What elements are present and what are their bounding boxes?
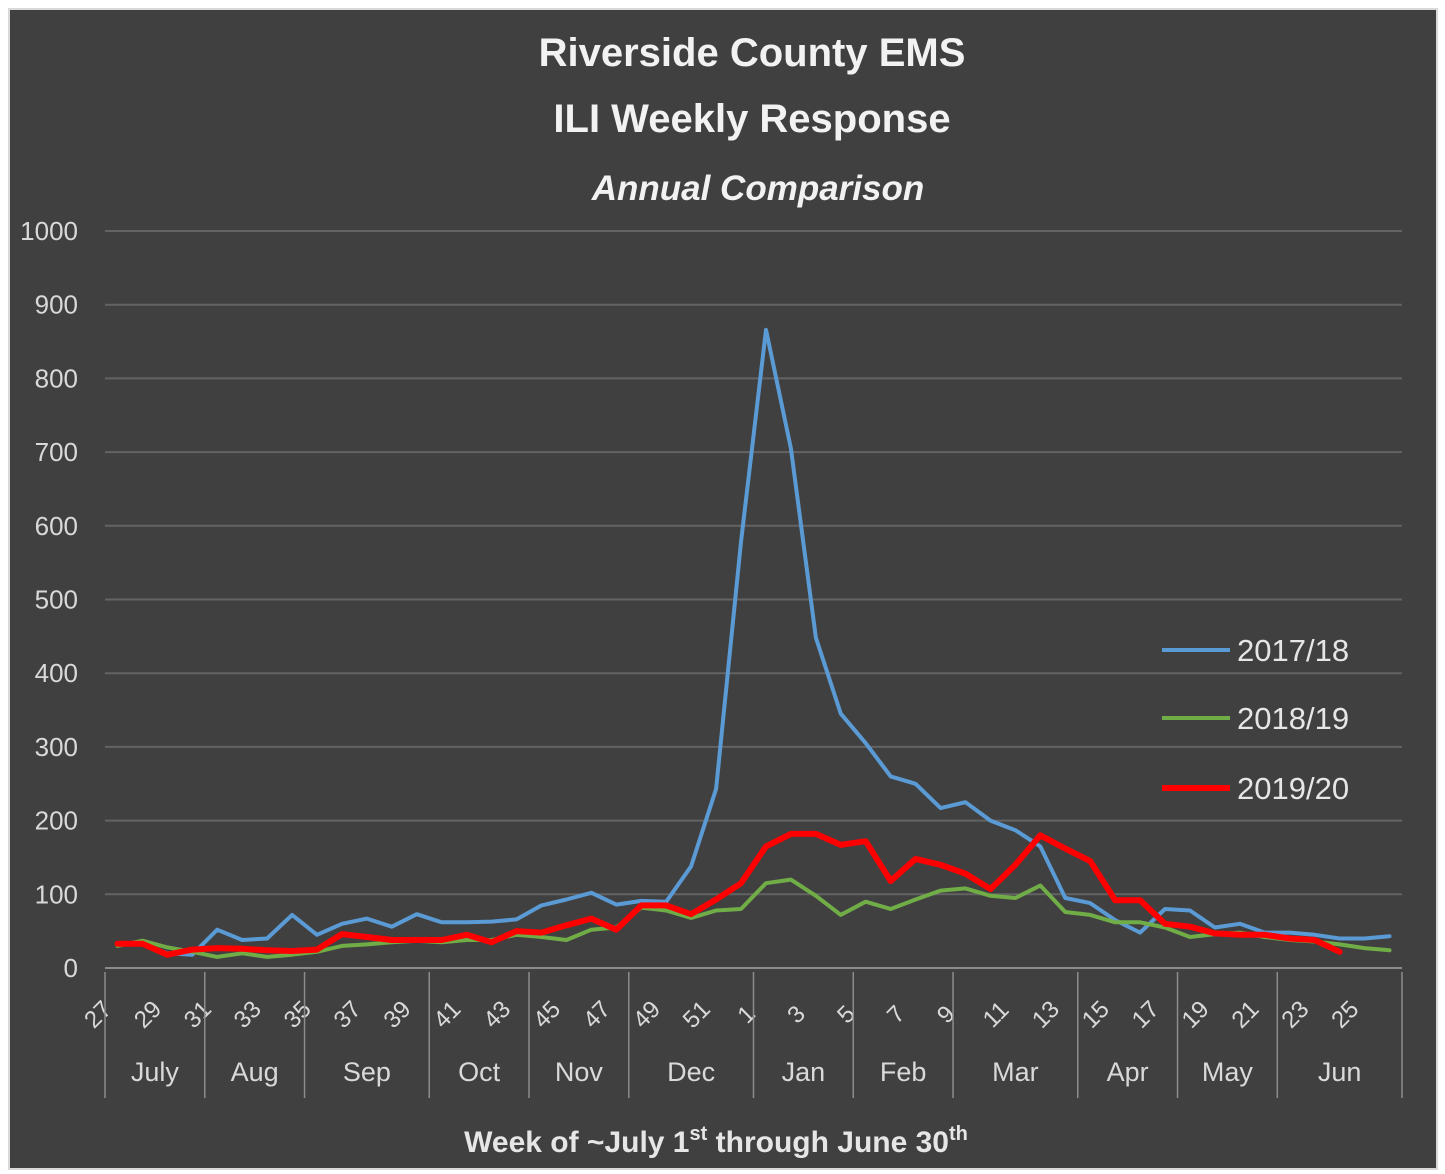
y-tick-label: 600	[35, 511, 78, 541]
chart-subtitle: Annual Comparison	[591, 169, 925, 208]
chart-title-line-1: Riverside County EMS	[539, 31, 966, 75]
y-tick-label: 100	[35, 879, 78, 909]
x-tick-label: 15	[1077, 996, 1115, 1034]
ili-line-chart: Riverside County EMS ILI Weekly Response…	[20, 31, 1403, 1159]
x-axis-label: Week of ~July 1st through June 30th	[464, 1123, 968, 1159]
x-tick-label: 47	[578, 996, 616, 1034]
x-tick-label: 23	[1276, 996, 1314, 1034]
month-label: Feb	[880, 1057, 927, 1087]
x-axis: 27 29 31 33 35 37 39 41 43 45 47 49 51 1 3 5 7 9 11 13 15 17 1…	[79, 972, 1403, 1098]
y-axis-tick-labels: 0 100 200 300 400 500 600 700 800 900 1000	[20, 216, 78, 983]
month-label: Sep	[343, 1057, 391, 1087]
x-tick-label: 5	[832, 1000, 861, 1029]
x-axis-label-part-2: through June 30	[707, 1126, 949, 1159]
x-axis-label-sup-2: th	[949, 1123, 968, 1145]
month-label: Nov	[555, 1057, 604, 1087]
legend-label: 2018/19	[1237, 701, 1349, 736]
legend: 2017/18 2018/19 2019/20	[1162, 633, 1349, 806]
month-label: May	[1202, 1057, 1254, 1087]
x-tick-label: 29	[129, 996, 167, 1034]
chart-titles: Riverside County EMS ILI Weekly Response…	[539, 31, 966, 208]
series-line-2019-20	[114, 830, 1343, 958]
x-tick-label: 11	[978, 996, 1015, 1033]
x-tick-label: 7	[882, 1000, 911, 1029]
x-tick-label: 51	[678, 996, 716, 1034]
y-tick-label: 700	[35, 437, 78, 467]
x-tick-label: 49	[628, 996, 666, 1034]
chart-title-line-2: ILI Weekly Response	[553, 97, 950, 141]
x-tick-label: 41	[428, 996, 466, 1034]
x-tick-label: 37	[329, 996, 367, 1034]
x-tick-label: 17	[1127, 996, 1165, 1034]
y-tick-label: 200	[35, 806, 78, 836]
chart-frame: Riverside County EMS ILI Weekly Response…	[8, 8, 1438, 1170]
x-tick-label: 1	[732, 1000, 761, 1029]
x-tick-label: 45	[528, 996, 566, 1034]
y-tick-label: 800	[35, 363, 78, 393]
legend-label: 2017/18	[1237, 633, 1349, 668]
series-lines	[114, 327, 1392, 959]
y-tick-label: 400	[35, 658, 78, 688]
y-tick-label: 1000	[20, 216, 78, 246]
month-label: July	[131, 1057, 180, 1087]
month-label: Oct	[458, 1057, 501, 1087]
month-label: Aug	[231, 1057, 279, 1087]
x-axis-label-part-1: Week of ~July 1	[464, 1126, 689, 1159]
x-tick-label: 27	[79, 996, 117, 1034]
y-tick-label: 900	[35, 290, 78, 320]
x-tick-label: 39	[378, 996, 416, 1034]
y-tick-label: 0	[64, 953, 78, 983]
gridlines	[105, 230, 1402, 969]
month-label: Dec	[667, 1057, 715, 1087]
month-label: Jan	[782, 1057, 826, 1087]
legend-label: 2019/20	[1237, 771, 1349, 806]
month-label: Apr	[1107, 1057, 1149, 1087]
x-tick-label: 43	[478, 996, 516, 1034]
series-line-2018-19	[115, 877, 1392, 959]
x-tick-label: 9	[932, 1000, 961, 1029]
x-tick-label: 3	[782, 1000, 811, 1029]
x-tick-label: 33	[229, 996, 267, 1034]
x-tick-label: 19	[1177, 996, 1215, 1034]
y-tick-label: 300	[35, 732, 78, 762]
month-label: Jun	[1318, 1057, 1362, 1087]
x-tick-label: 13	[1027, 996, 1065, 1034]
month-label: Mar	[992, 1057, 1039, 1087]
x-tick-label: 21	[1227, 996, 1265, 1034]
x-tick-label: 25	[1326, 996, 1364, 1034]
x-axis-label-sup-1: st	[690, 1123, 708, 1145]
y-tick-label: 500	[35, 585, 78, 615]
series-line-2017-18	[115, 327, 1392, 957]
x-tick-label: 31	[179, 996, 217, 1034]
x-tick-label: 35	[279, 996, 317, 1034]
